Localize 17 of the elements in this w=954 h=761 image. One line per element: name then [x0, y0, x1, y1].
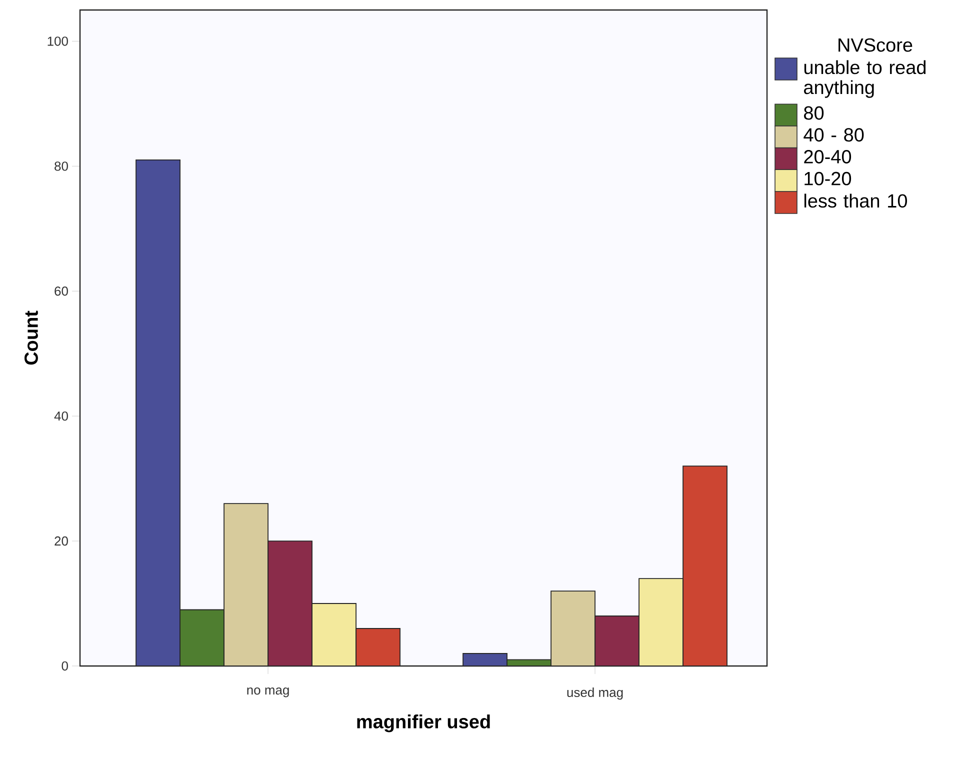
x-tick-label: no mag — [247, 688, 289, 698]
x-axis-title: magnifier used — [357, 714, 490, 732]
y-tick-label: 40 — [54, 411, 68, 421]
legend-title: NVScore — [838, 38, 912, 52]
legend-label: 80 — [804, 106, 824, 120]
y-tick-label: 0 — [62, 661, 68, 671]
y-axis-title: Count — [24, 310, 38, 365]
y-tick-label: 80 — [54, 162, 68, 171]
legend-label: 20-40 — [804, 150, 852, 164]
x-tick-label: used mag — [567, 688, 623, 700]
legend-label: less than 10 — [804, 194, 908, 208]
y-tick-label: 100 — [48, 36, 68, 46]
legend-label: 10-20 — [804, 172, 852, 186]
y-tick-label: 20 — [54, 536, 68, 546]
y-tick-label: 60 — [54, 286, 68, 296]
legend-label: 40 - 80 — [804, 128, 864, 142]
legend-label: unable to read anything — [804, 60, 926, 98]
